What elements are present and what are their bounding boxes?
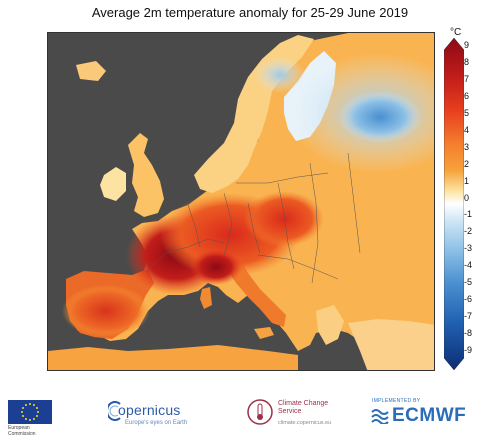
map-svg [48, 33, 434, 370]
country-borders [147, 152, 361, 284]
colorbar-tick-label: -6 [464, 294, 473, 305]
colorbar-tick-label: -5 [464, 277, 473, 288]
colorbar-tick-label: -3 [464, 243, 473, 254]
land-ireland [100, 167, 126, 201]
map-title: Average 2m temperature anomaly for 25-29… [91, 5, 409, 20]
land-faroe [76, 61, 106, 81]
colorbar-tick-label: -4 [464, 260, 473, 271]
anomaly-map [47, 32, 435, 371]
colorbar-tick-label: 2 [464, 158, 470, 169]
colorbar-tick-label: -2 [464, 226, 473, 237]
c3s-logo: Climate Change Service [278, 400, 329, 415]
land-greece [316, 305, 344, 345]
c3s-url: climate.copernicus.eu [278, 420, 332, 426]
coldspot-russia [338, 91, 422, 143]
colorbar [444, 38, 464, 370]
eu-label: European Commission [8, 425, 36, 437]
land-sardinia [200, 287, 212, 309]
copernicus-tagline: Europe's eyes on Earth [125, 420, 188, 426]
colorbar-tick-label: 6 [464, 90, 470, 101]
logo-strip: European Commission opernicus Europe's e… [0, 390, 500, 442]
colorbar-tick-label: 7 [464, 73, 470, 84]
colorbar-tick-label: -1 [464, 209, 473, 220]
colorbar-tick-label: 5 [464, 107, 470, 118]
ecmwf-implemented-label: IMPLEMENTED BY [372, 398, 421, 404]
hotspot-alps [190, 249, 242, 285]
hotspot-poland [244, 191, 324, 247]
ecmwf-wave-icon [371, 409, 389, 424]
land-anatolia [348, 319, 434, 370]
copernicus-c-icon [108, 401, 121, 421]
colorbar-tick-label: 0 [464, 192, 470, 203]
eu-flag-icon [8, 400, 52, 424]
copernicus-logo: opernicus [118, 402, 181, 418]
land-sicily [254, 327, 274, 339]
colorbar-tick-label: -8 [464, 328, 473, 339]
land-north-africa [48, 345, 298, 370]
colorbar-gradient [444, 38, 464, 370]
colorbar-unit: °C [450, 27, 462, 38]
hotspot-spain [62, 285, 150, 337]
colorbar-tick-label: 9 [464, 40, 470, 50]
ecmwf-logo: ECMWF [392, 405, 467, 426]
coldspot-scandinavia [254, 57, 306, 93]
colorbar-tick-label: 1 [464, 175, 470, 186]
colorbar-tick-label: -9 [464, 345, 473, 355]
land-britain [128, 133, 164, 217]
colorbar-tick-label: -7 [464, 311, 473, 322]
c3s-thermometer-icon [247, 399, 273, 425]
colorbar-tick-label: 8 [464, 56, 470, 67]
colorbar-tick-label: 4 [464, 124, 470, 135]
colorbar-tick-label: 3 [464, 141, 470, 152]
